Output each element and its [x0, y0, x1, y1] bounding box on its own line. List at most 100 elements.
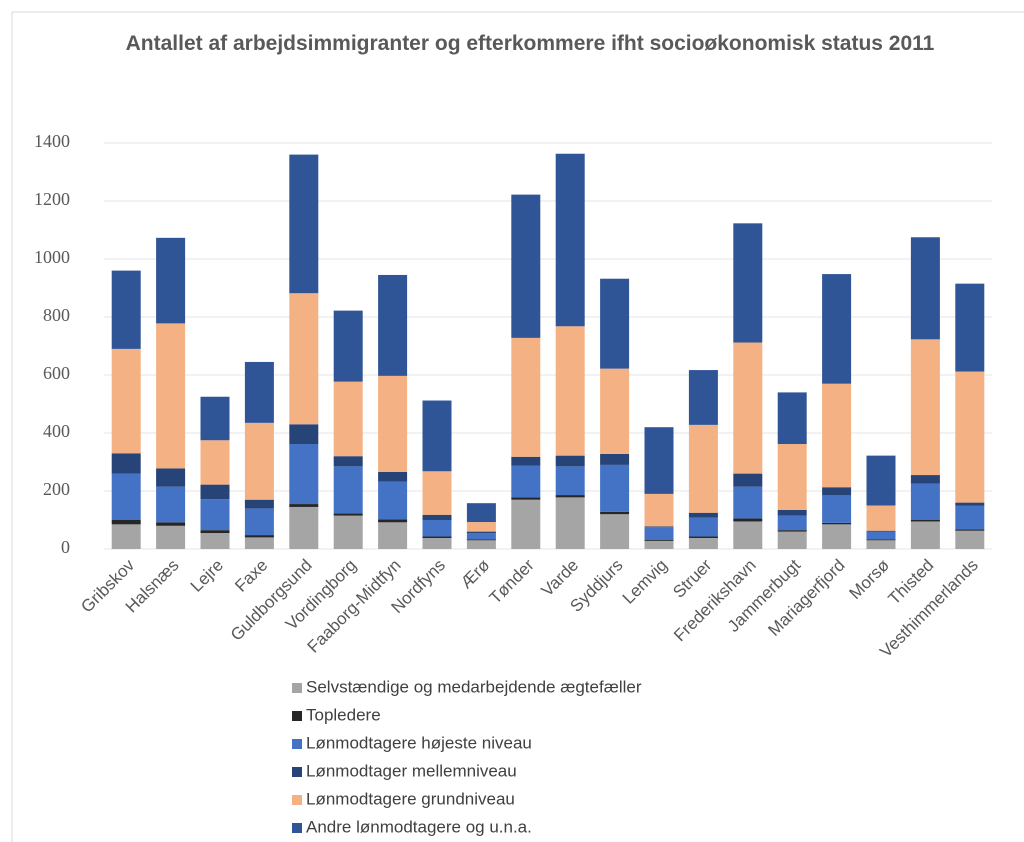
bar-segment — [333, 310, 363, 382]
bar-segment — [733, 342, 763, 474]
bar-segment — [910, 339, 940, 476]
legend-swatch — [292, 795, 302, 805]
legend-label: Lønmodtagere højeste niveau — [306, 733, 532, 752]
bar-segment — [511, 465, 541, 498]
y-tick-label: 0 — [61, 537, 70, 557]
bar-segment — [555, 326, 585, 456]
bar-segment — [289, 506, 319, 549]
bar-segment — [955, 502, 985, 506]
bar-segment — [511, 337, 541, 457]
bar-segment — [600, 514, 630, 549]
bar-segment — [600, 464, 630, 512]
bar-segment — [378, 519, 408, 523]
bar-segment — [289, 504, 319, 507]
bar-segment — [733, 521, 763, 549]
bar-segment — [244, 422, 274, 500]
bar-segment — [200, 484, 230, 500]
legend-swatch — [292, 711, 302, 721]
bar-segment — [111, 473, 141, 520]
bar-segment — [511, 499, 541, 549]
bar-segment — [422, 520, 452, 537]
bar-segment — [644, 427, 674, 494]
bar-segment — [688, 424, 718, 513]
bar-segment — [111, 453, 141, 474]
bar-segment — [422, 536, 452, 538]
bar-segment — [688, 512, 718, 518]
y-tick-label: 800 — [43, 305, 70, 325]
legend-swatch — [292, 683, 302, 693]
chart-title: Antallet af arbejdsimmigranter og efterk… — [125, 32, 935, 55]
bar-segment — [333, 515, 363, 549]
bar-segment — [600, 368, 630, 454]
bar-segment — [511, 194, 541, 338]
bar-segment — [777, 515, 807, 531]
bar-segment — [910, 521, 940, 549]
bar-segment — [733, 473, 763, 487]
bar-segment — [511, 456, 541, 466]
bar-segment — [644, 493, 674, 527]
bar-segment — [600, 453, 630, 465]
bar-segment — [555, 455, 585, 467]
bar-segment — [688, 370, 718, 425]
y-tick-label: 1000 — [34, 247, 70, 267]
bar-segment — [200, 396, 230, 441]
bar-segment — [289, 293, 319, 425]
bar-segment — [777, 509, 807, 516]
bar-segment — [422, 400, 452, 472]
bar-segment — [866, 539, 896, 541]
bar-segment — [688, 517, 718, 537]
bar-segment — [822, 495, 852, 523]
bar-segment — [333, 513, 363, 516]
x-tick-label: Lemvig — [619, 556, 671, 608]
bar-segment — [910, 483, 940, 520]
bar-segment — [777, 444, 807, 510]
bar-segment — [955, 505, 985, 530]
bar-segment — [244, 535, 274, 538]
y-tick-label: 200 — [43, 479, 70, 499]
bar-segment — [644, 527, 674, 541]
bar-segment — [822, 524, 852, 549]
bar-segment — [822, 522, 852, 525]
bar-segment — [333, 466, 363, 514]
bar-segment — [688, 536, 718, 538]
chart-frame — [11, 11, 1024, 842]
x-tick-label: Tønder — [486, 555, 538, 607]
y-tick-label: 1200 — [34, 189, 70, 209]
bar-segment — [244, 508, 274, 536]
legend-swatch — [292, 823, 302, 833]
bar-segment — [378, 481, 408, 520]
bar-segment — [555, 466, 585, 496]
bar-segment — [955, 371, 985, 503]
bar-segment — [644, 526, 674, 528]
bar-segment — [777, 531, 807, 549]
bar-segment — [422, 514, 452, 520]
bar-segment — [466, 539, 496, 541]
bar-segment — [378, 471, 408, 482]
legend-swatch — [292, 767, 302, 777]
bar-segment — [600, 511, 630, 515]
bar-segment — [200, 530, 230, 534]
bar-segment — [866, 505, 896, 531]
bar-segment — [289, 424, 319, 445]
bar-segment — [866, 530, 896, 532]
bar-segment — [955, 530, 985, 549]
bar-segment — [422, 471, 452, 515]
legend-label: Topledere — [306, 705, 381, 724]
bar-segment — [466, 522, 496, 532]
bar-segment — [244, 361, 274, 423]
bar-segment — [822, 383, 852, 488]
bar-segment — [200, 440, 230, 485]
bar-segment — [466, 503, 496, 523]
bar-segment — [600, 278, 630, 369]
bar-segment — [733, 486, 763, 519]
bar-segment — [156, 486, 186, 523]
bar-segment — [466, 531, 496, 534]
y-tick-label: 400 — [43, 421, 70, 441]
bar-segment — [466, 533, 496, 540]
bar-segment — [156, 237, 186, 324]
bar-segment — [378, 375, 408, 472]
bar-segment — [866, 531, 896, 540]
bar-segment — [733, 518, 763, 522]
bar-segment — [822, 487, 852, 496]
bar-segment — [378, 274, 408, 376]
